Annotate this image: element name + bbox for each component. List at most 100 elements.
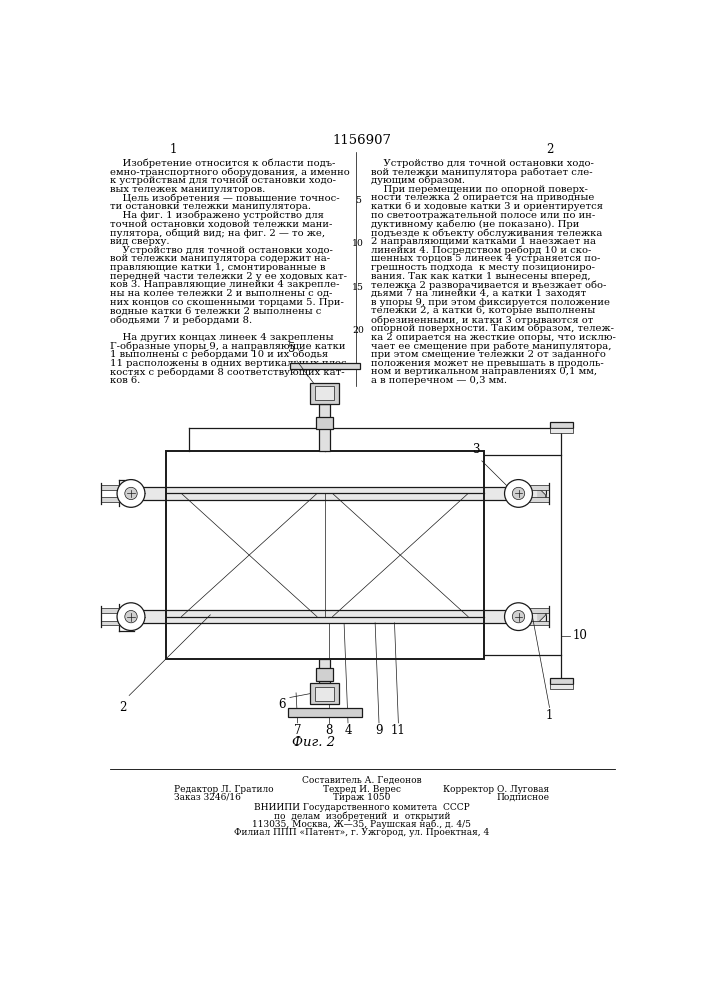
Text: пулятора, общий вид; на фиг. 2 — то же,: пулятора, общий вид; на фиг. 2 — то же,: [110, 228, 325, 238]
Text: ВНИИПИ Государственного комитета  СССР: ВНИИПИ Государственного комитета СССР: [254, 803, 470, 812]
Bar: [316, 417, 333, 429]
Bar: [134, 490, 138, 497]
Polygon shape: [538, 610, 546, 623]
Text: вания. Так как катки 1 вынесены вперед,: вания. Так как катки 1 вынесены вперед,: [371, 272, 591, 281]
Bar: [549, 428, 573, 433]
Text: Заказ 3246/16: Заказ 3246/16: [174, 793, 240, 802]
Text: Подписное: Подписное: [496, 793, 549, 802]
Text: точной остановки ходовой тележки мани-: точной остановки ходовой тележки мани-: [110, 219, 332, 228]
Text: ков 3. Направляющие линейки 4 закрепле-: ков 3. Направляющие линейки 4 закрепле-: [110, 280, 339, 289]
Circle shape: [117, 480, 145, 507]
Circle shape: [117, 603, 145, 631]
Text: вой тележки манипулятора работает сле-: вой тележки манипулятора работает сле-: [371, 167, 593, 177]
Text: в упоры 9, при этом фиксируется положение: в упоры 9, при этом фиксируется положени…: [371, 298, 610, 307]
Bar: [549, 678, 573, 684]
Text: 11: 11: [391, 724, 406, 737]
Text: по светоотражательной полосе или по ин-: по светоотражательной полосе или по ин-: [371, 211, 595, 220]
Text: 15: 15: [352, 283, 364, 292]
Text: Техред И. Верес: Техред И. Верес: [323, 785, 401, 794]
Bar: [101, 620, 122, 625]
Text: Тираж 1050: Тираж 1050: [333, 793, 391, 802]
Bar: [129, 610, 546, 623]
Text: чает ее смещение при работе манипулятора,: чает ее смещение при работе манипулятора…: [371, 341, 612, 351]
Text: ободьями 7 и ребордами 8.: ободьями 7 и ребордами 8.: [110, 315, 252, 325]
Text: 7: 7: [294, 724, 301, 737]
Text: 9: 9: [375, 724, 382, 737]
Text: правляющие катки 1, смонтированные в: правляющие катки 1, смонтированные в: [110, 263, 325, 272]
Text: Устройство для точной остановки ходо-: Устройство для точной остановки ходо-: [110, 246, 333, 255]
Text: Фиг. 2: Фиг. 2: [291, 736, 334, 749]
Bar: [521, 490, 525, 497]
Text: На других концах линеек 4 закреплены: На других концах линеек 4 закреплены: [110, 333, 334, 342]
Text: положения может не превышать в продоль-: положения может не превышать в продоль-: [371, 359, 604, 368]
Text: при этом смещение тележки 2 от заданного: при этом смещение тележки 2 от заданного: [371, 350, 606, 359]
Text: 10: 10: [352, 239, 364, 248]
Text: емно-транспортного оборудования, а именно: емно-транспортного оборудования, а именн…: [110, 167, 350, 177]
Bar: [315, 687, 334, 701]
Circle shape: [125, 487, 137, 500]
Text: 2: 2: [546, 143, 553, 156]
Text: 5: 5: [288, 342, 296, 355]
Text: ка 2 опирается на жесткие опоры, что исклю-: ка 2 опирается на жесткие опоры, что иск…: [371, 333, 616, 342]
Bar: [310, 683, 339, 704]
Bar: [101, 608, 122, 613]
Text: 10: 10: [573, 629, 588, 642]
Bar: [124, 614, 129, 620]
Circle shape: [505, 480, 532, 507]
Text: к устройствам для точной остановки ходо-: к устройствам для точной остановки ходо-: [110, 176, 336, 185]
Text: тележка 2 разворачивается и въезжает обо-: тележка 2 разворачивается и въезжает обо…: [371, 280, 607, 290]
Text: 1156907: 1156907: [332, 134, 392, 147]
Text: Редактор Л. Гратило: Редактор Л. Гратило: [174, 785, 273, 794]
Text: дующим образом.: дующим образом.: [371, 176, 465, 185]
Text: ны на колее тележки 2 и выполнены с од-: ны на колее тележки 2 и выполнены с од-: [110, 289, 332, 298]
Bar: [320, 659, 330, 683]
Text: вой тележки манипулятора содержит на-: вой тележки манипулятора содержит на-: [110, 254, 330, 263]
Bar: [527, 485, 549, 490]
Text: 11 расположены в одних вертикальных плос-: 11 расположены в одних вертикальных плос…: [110, 359, 350, 368]
Bar: [124, 490, 129, 497]
Text: а в поперечном — 0,3 мм.: а в поперечном — 0,3 мм.: [371, 376, 507, 385]
Bar: [310, 383, 339, 404]
Text: грешность подхода  к месту позициониро-: грешность подхода к месту позициониро-: [371, 263, 595, 272]
Text: костях с ребордами 8 соответствующих кат-: костях с ребордами 8 соответствующих кат…: [110, 367, 345, 377]
Text: 1: 1: [170, 143, 177, 156]
Text: ти остановки тележки манипулятора.: ти остановки тележки манипулятора.: [110, 202, 311, 211]
Text: тележки 2, а катки 6, которые выполнены: тележки 2, а катки 6, которые выполнены: [371, 306, 595, 315]
Circle shape: [513, 610, 525, 623]
Bar: [316, 668, 333, 681]
Text: шенных торцов 5 линеек 4 устраняется по-: шенных торцов 5 линеек 4 устраняется по-: [371, 254, 601, 263]
Circle shape: [505, 603, 532, 631]
Bar: [521, 614, 525, 620]
Text: по  делам  изобретений  и  открытий: по делам изобретений и открытий: [274, 811, 450, 821]
Bar: [512, 614, 516, 620]
Bar: [527, 497, 549, 502]
Text: ков 6.: ков 6.: [110, 376, 140, 385]
Text: дуктивному кабелю (не показано). При: дуктивному кабелю (не показано). При: [371, 219, 580, 229]
Text: Г-образные упоры 9, а направляющие катки: Г-образные упоры 9, а направляющие катки: [110, 341, 346, 351]
Bar: [129, 487, 546, 500]
Text: Корректор О. Луговая: Корректор О. Луговая: [443, 785, 549, 794]
Circle shape: [125, 610, 137, 623]
Bar: [166, 451, 484, 659]
Text: дьями 7 на линейки 4, а катки 1 заходят: дьями 7 на линейки 4, а катки 1 заходят: [371, 289, 587, 298]
Text: передней части тележки 2 у ее ходовых кат-: передней части тележки 2 у ее ходовых ка…: [110, 272, 347, 281]
Bar: [101, 485, 122, 490]
Text: них концов со скошенными торцами 5. При-: них концов со скошенными торцами 5. При-: [110, 298, 344, 307]
Bar: [527, 608, 549, 613]
Text: вых тележек манипуляторов.: вых тележек манипуляторов.: [110, 185, 265, 194]
Text: 2: 2: [119, 701, 127, 714]
Bar: [288, 708, 362, 717]
Bar: [134, 614, 138, 620]
Text: ности тележка 2 опирается на приводные: ности тележка 2 опирается на приводные: [371, 193, 595, 202]
Text: Устройство для точной остановки ходо-: Устройство для точной остановки ходо-: [371, 158, 594, 167]
Text: Цель изобретения — повышение точнос-: Цель изобретения — повышение точнос-: [110, 193, 339, 203]
Text: 8: 8: [325, 724, 332, 737]
Bar: [315, 386, 334, 400]
Bar: [527, 620, 549, 625]
Text: 4: 4: [344, 724, 352, 737]
Bar: [101, 497, 122, 502]
Text: Изобретение относится к области подъ-: Изобретение относится к области подъ-: [110, 158, 335, 168]
Text: 6: 6: [279, 698, 286, 710]
Text: 3: 3: [472, 443, 479, 456]
Text: опорной поверхности. Таким образом, тележ-: опорной поверхности. Таким образом, теле…: [371, 324, 614, 333]
